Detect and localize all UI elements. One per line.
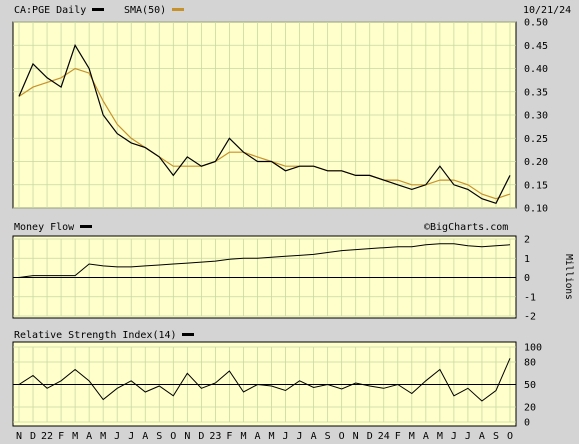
x-tick-label: J [128, 431, 134, 442]
money-flow-ylabel: Millions [563, 254, 574, 300]
x-tick-label: O [170, 431, 176, 442]
chart-date: 10/21/24 [523, 5, 571, 16]
x-tick-label: O [507, 431, 513, 442]
x-tick-label: M [240, 431, 246, 442]
x-tick-label: A [311, 431, 317, 442]
x-tick-label: S [156, 431, 162, 442]
x-tick-label: A [86, 431, 92, 442]
x-tick-label: A [254, 431, 260, 442]
y-tick-label: 0 [524, 273, 530, 284]
x-tick-label: N [353, 431, 359, 442]
x-tick-label: D [367, 431, 373, 442]
x-tick-label: J [297, 431, 303, 442]
price-line [18, 43, 511, 205]
sma-label: SMA(50) [124, 5, 166, 16]
y-tick-label: 0.40 [524, 64, 548, 75]
x-tick-label: M [409, 431, 415, 442]
sma-line [18, 67, 511, 200]
y-tick-label: 50 [524, 380, 536, 391]
money-flow-legend-swatch [80, 225, 92, 228]
y-tick-label: 80 [524, 358, 536, 369]
money-flow-line [18, 243, 511, 278]
rsi-line [18, 358, 511, 402]
x-tick-label: S [493, 431, 499, 442]
x-tick-label: 24 [378, 431, 390, 442]
x-tick-label: F [395, 431, 401, 442]
x-tick-label: 23 [209, 431, 221, 442]
x-tick-label: M [100, 431, 106, 442]
watermark: ©BigCharts.com [424, 222, 508, 233]
rsi-y-tick-labels: 100 80 50 20 0 [524, 343, 542, 429]
money-flow-grid [13, 238, 516, 317]
x-tick-label: S [325, 431, 331, 442]
y-tick-label: 0.35 [524, 87, 548, 98]
rsi-title: Relative Strength Index(14) [14, 330, 177, 341]
y-tick-label: 0.10 [524, 204, 548, 215]
y-tick-label: 2 [524, 235, 530, 246]
rsi-legend-swatch [182, 333, 194, 336]
y-tick-label: 0.20 [524, 157, 548, 168]
sma-legend-swatch [172, 8, 184, 11]
x-tick-label: J [451, 431, 457, 442]
y-tick-label: 100 [524, 343, 542, 354]
x-tick-label: M [268, 431, 274, 442]
x-tick-label: J [114, 431, 120, 442]
x-tick-label: D [198, 431, 204, 442]
y-tick-label: 0.45 [524, 41, 548, 52]
symbol-label: CA:PGE Daily [14, 5, 86, 16]
y-tick-label: 0.25 [524, 134, 548, 145]
money-flow-panel: 2 1 0 -1 -2 [12, 235, 536, 323]
y-tick-label: 0 [524, 418, 530, 429]
x-axis-labels: N D 22 F M A M J J A S O N D 23 F M A M J J A S O N D 24 F M A M J J A S O [16, 431, 513, 442]
y-tick-label: 20 [524, 403, 536, 414]
rsi-panel: 100 80 50 20 0 [12, 341, 542, 429]
x-tick-label: O [339, 431, 345, 442]
y-tick-label: -2 [524, 312, 536, 323]
y-tick-label: -1 [524, 292, 536, 303]
y-tick-label: 1 [524, 254, 530, 265]
x-tick-label: N [184, 431, 190, 442]
price-y-tick-labels: 0.50 0.45 0.40 0.35 0.30 0.25 0.20 0.15 0.10 [524, 18, 548, 215]
x-tick-label: D [30, 431, 36, 442]
x-tick-label: A [142, 431, 148, 442]
money-flow-header-bar [0, 219, 579, 234]
x-tick-label: N [16, 431, 22, 442]
money-flow-title: Money Flow [14, 222, 75, 233]
y-tick-label: 0.30 [524, 111, 548, 122]
x-tick-label: J [465, 431, 471, 442]
x-tick-label: F [226, 431, 232, 442]
rsi-grid [13, 346, 516, 423]
x-tick-label: J [283, 431, 289, 442]
x-tick-label: A [479, 431, 485, 442]
price-panel: 0.50 0.45 0.40 0.35 0.30 0.25 0.20 0.15 0.10 [12, 18, 548, 215]
x-tick-label: 22 [41, 431, 53, 442]
x-tick-label: M [437, 431, 443, 442]
price-legend-swatch [92, 8, 104, 11]
money-flow-y-tick-labels: 2 1 0 -1 -2 [524, 235, 536, 323]
x-tick-label: F [58, 431, 64, 442]
y-tick-label: 0.50 [524, 18, 548, 29]
x-tick-label: A [423, 431, 429, 442]
x-tick-label: M [72, 431, 78, 442]
y-tick-label: 0.15 [524, 180, 548, 191]
